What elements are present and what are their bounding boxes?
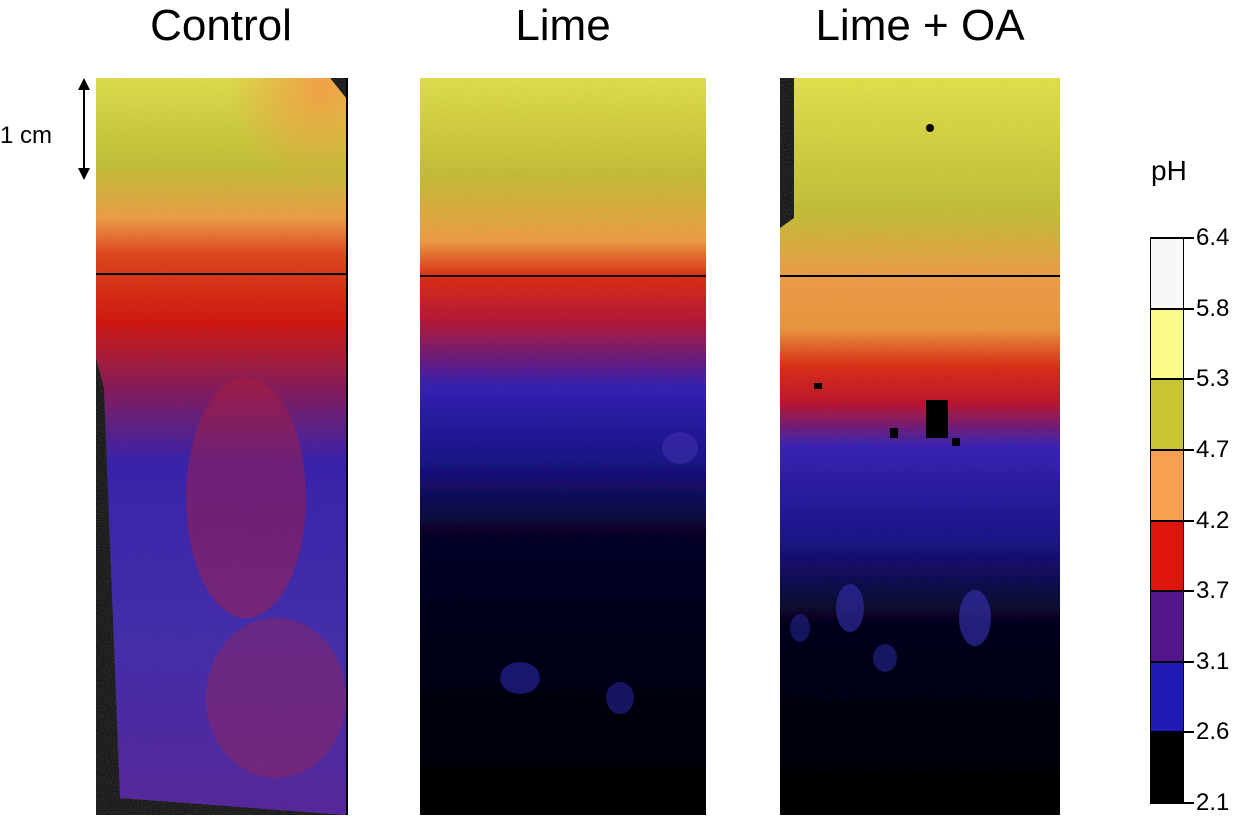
- colorbar-tick-label: 5.3: [1196, 365, 1230, 393]
- colorbar-tick-label: 4.2: [1196, 506, 1230, 534]
- colorbar-segment: [1151, 733, 1183, 804]
- panel-image-lime-oa: [780, 78, 1060, 815]
- colorbar-tick: [1150, 802, 1194, 804]
- colorbar-segment: [1151, 521, 1183, 593]
- colorbar-tick-label: 6.4: [1196, 224, 1230, 251]
- colorbar-tick-label: 5.8: [1196, 294, 1230, 322]
- colorbar-tick: [1150, 237, 1194, 239]
- scale-bar-label: 1 cm: [0, 122, 53, 149]
- colorbar-tick-label: 4.7: [1196, 435, 1230, 463]
- colorbar-segment: [1151, 309, 1183, 381]
- colorbar-segment: [1151, 239, 1183, 310]
- colorbar-title: pH: [1151, 155, 1187, 186]
- panel-image-control: [96, 78, 348, 815]
- colorbar-tick-label: 3.7: [1196, 577, 1230, 605]
- colorbar-tick-label: 2.1: [1196, 789, 1230, 816]
- panel-title-control: Control: [150, 1, 292, 50]
- panel-image-lime: [420, 78, 706, 815]
- panel-title-lime: Lime: [515, 1, 611, 50]
- colorbar-segment: [1151, 662, 1183, 734]
- colorbar-tick: [1150, 731, 1194, 734]
- colorbar-segment: [1151, 380, 1183, 451]
- panel-title-lime-oa: Lime + OA: [815, 1, 1025, 50]
- colorbar-tick-label: 3.1: [1196, 647, 1230, 675]
- colorbar-segment: [1151, 450, 1183, 522]
- colorbar-tick: [1150, 378, 1194, 381]
- colorbar-tick: [1150, 307, 1194, 310]
- colorbar-tick: [1150, 660, 1194, 663]
- colorbar-tick: [1150, 590, 1194, 593]
- colorbar-tick-label: 2.6: [1196, 718, 1230, 746]
- colorbar-segment: [1151, 592, 1183, 663]
- colorbar-tick: [1150, 448, 1194, 451]
- scale-bar-arrow-icon: [78, 78, 90, 180]
- colorbar-tick: [1150, 519, 1194, 522]
